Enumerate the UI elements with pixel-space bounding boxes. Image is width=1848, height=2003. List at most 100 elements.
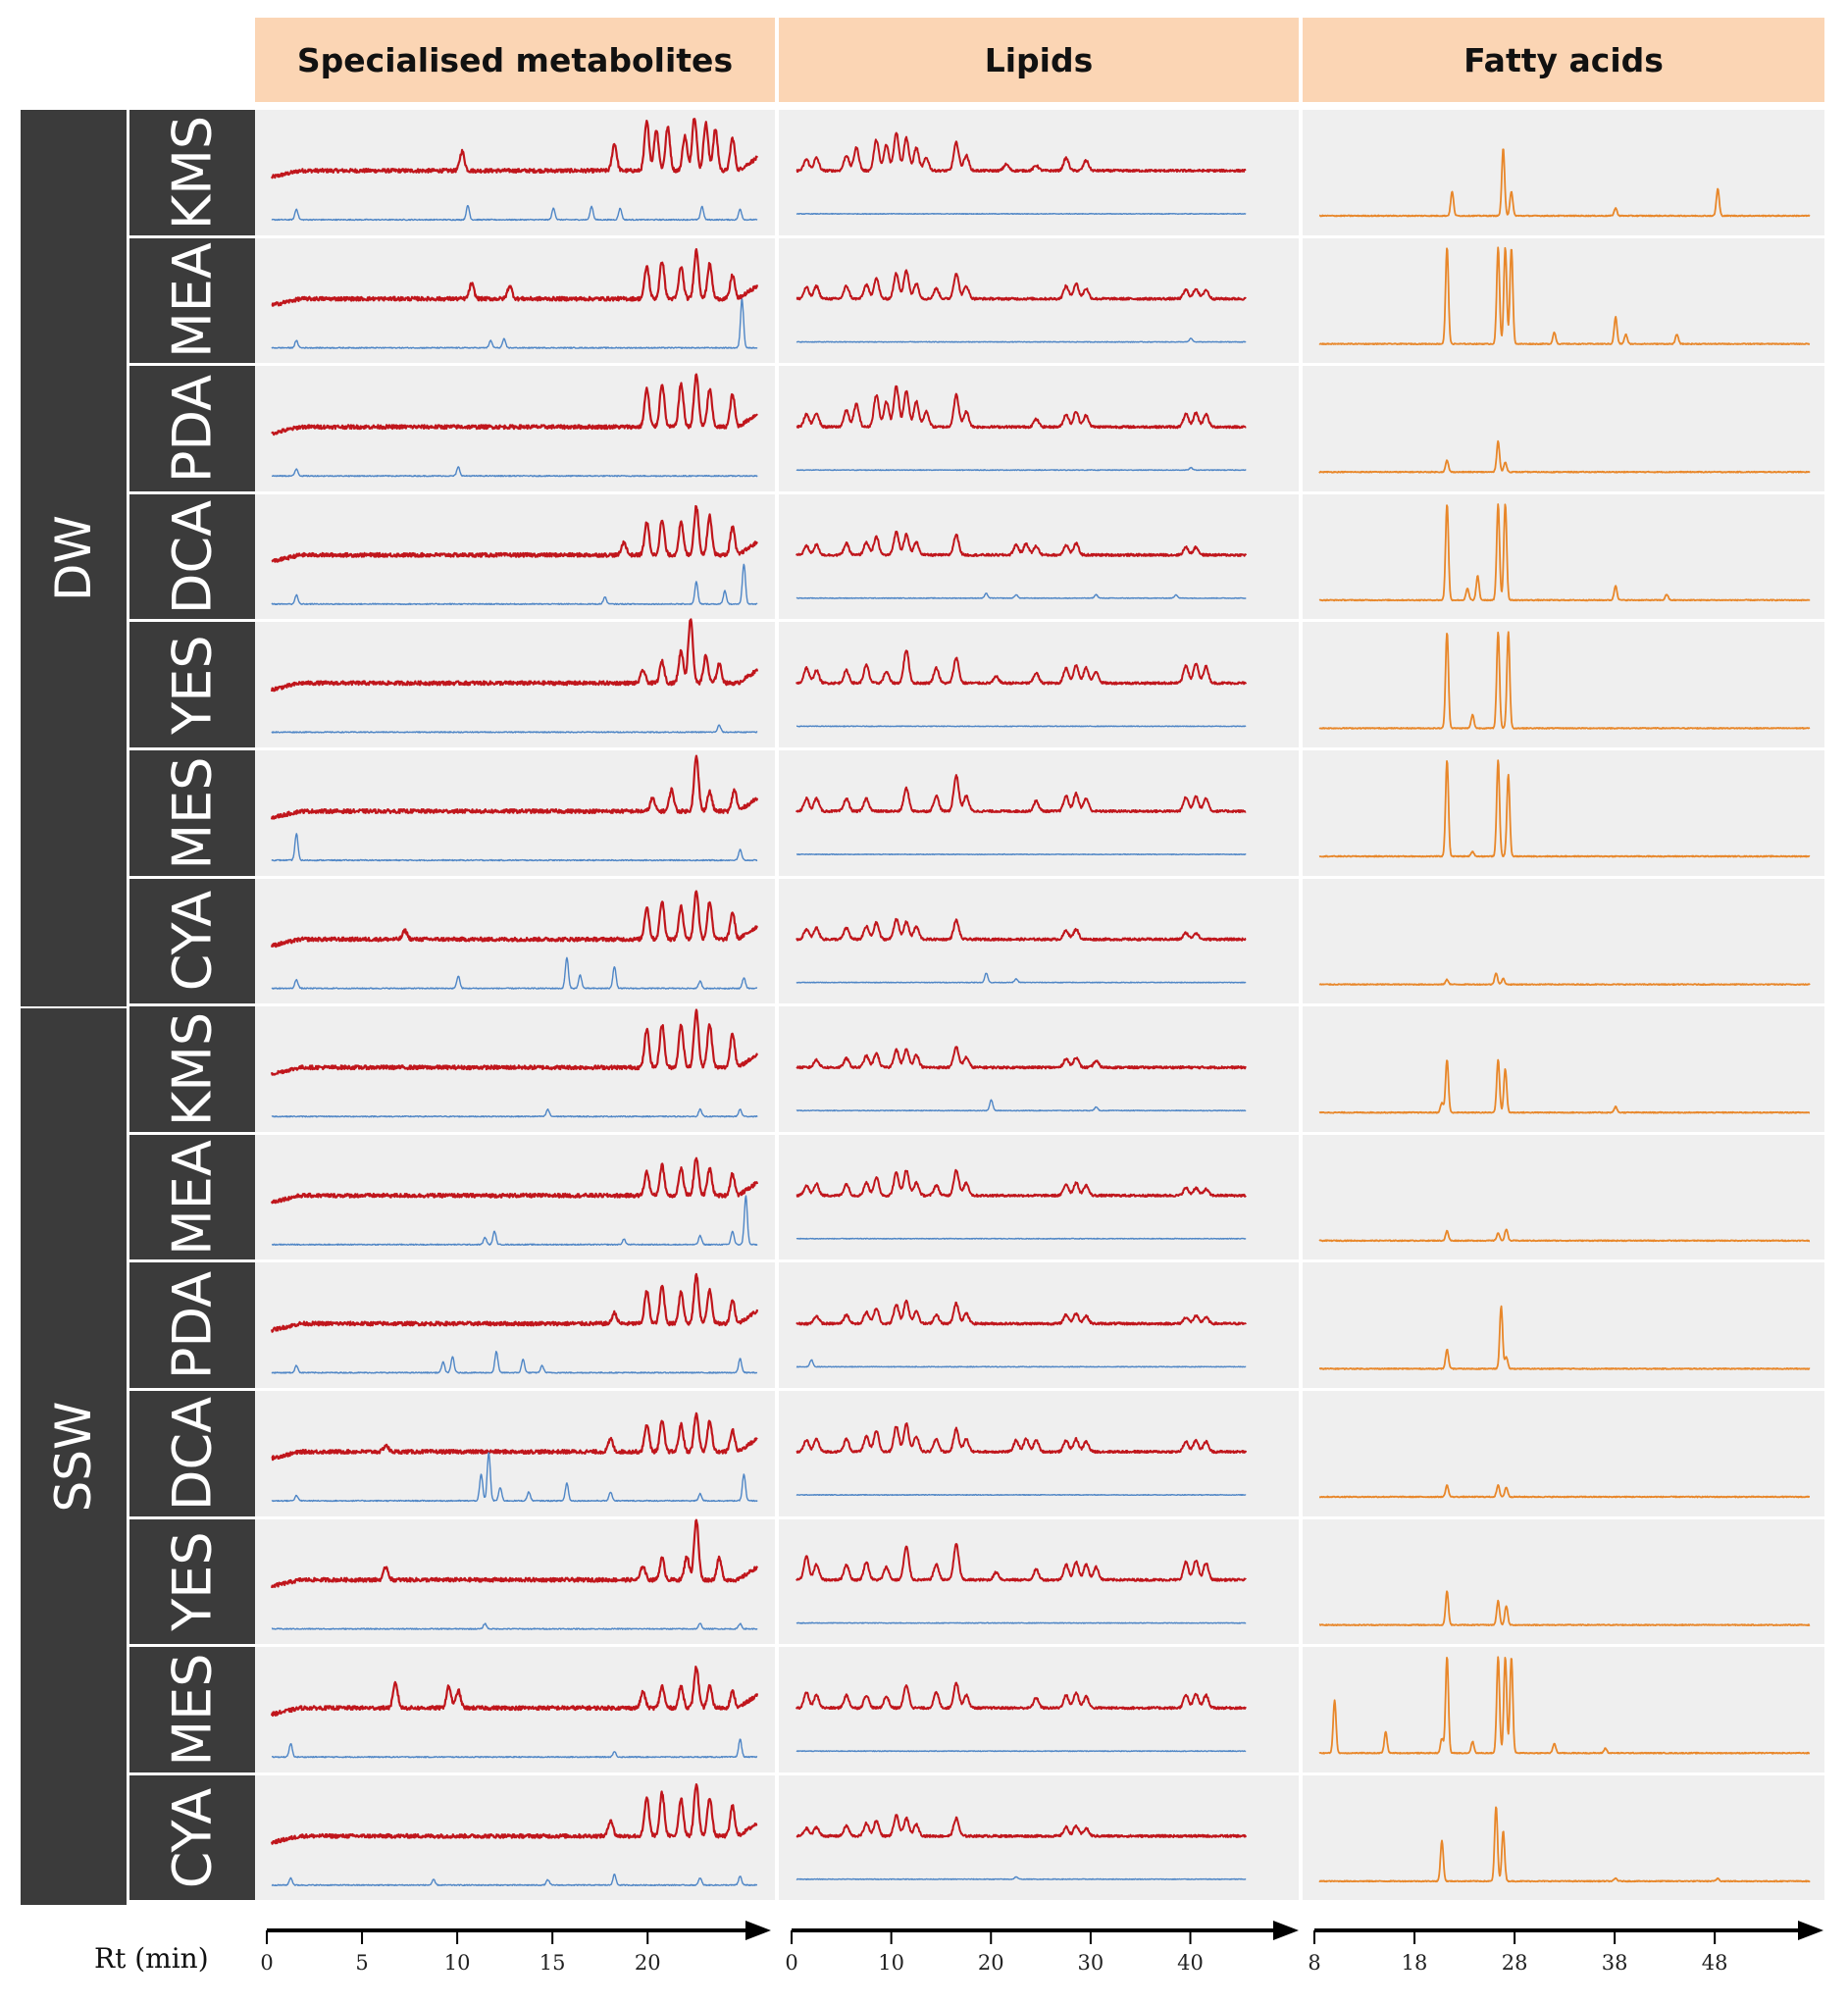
tick-label-lipids: 10 [878, 1951, 904, 1975]
panel-dw-cya-col2 [1303, 878, 1824, 1004]
lipid-trace-blue-dw-dca [796, 592, 1247, 599]
row-label-ssw-yes: YES [129, 1518, 255, 1645]
metabolite-trace-blue-dw-pda [271, 466, 758, 478]
tick-label-metabolites: 5 [355, 1951, 368, 1975]
row-label-dw-pda: PDA [129, 366, 255, 491]
fatty-acid-trace-ssw-dca [1318, 1484, 1811, 1499]
fatty-acid-trace-dw-mea [1318, 246, 1811, 345]
metabolite-trace-blue-dw-dca [271, 563, 758, 605]
metabolite-trace-blue-dw-mes [271, 833, 758, 862]
lipid-trace-blue-ssw-mea [796, 1237, 1247, 1240]
group-label-ssw: SSW [21, 1008, 127, 1905]
metabolite-trace-red-dw-cya [270, 890, 759, 949]
fatty-acid-trace-dw-cya [1318, 972, 1811, 986]
metabolite-trace-red-dw-pda [271, 373, 758, 437]
lipid-trace-red-ssw-cya [796, 1814, 1248, 1838]
row-label-ssw-cya: CYA [129, 1774, 255, 1901]
metabolite-trace-red-ssw-kms [270, 1008, 759, 1076]
metabolite-trace-blue-ssw-mea [271, 1195, 758, 1246]
metabolite-trace-red-ssw-dca [271, 1412, 758, 1462]
tick-label-fatty-acids: 18 [1402, 1951, 1428, 1975]
metabolite-trace-red-ssw-mes [270, 1666, 759, 1718]
tick-label-metabolites: 10 [444, 1951, 471, 1975]
fatty-acid-trace-ssw-mes [1318, 1656, 1811, 1755]
row-label-dw-dca: DCA [129, 493, 255, 620]
panel-dw-pda-col2 [1303, 366, 1824, 491]
lipid-trace-red-ssw-mes [796, 1681, 1247, 1711]
lipid-trace-red-dw-mes [796, 774, 1247, 814]
fatty-acid-trace-dw-yes [1318, 631, 1811, 730]
lipid-trace-red-ssw-pda [796, 1299, 1247, 1326]
metabolite-trace-blue-ssw-cya [271, 1874, 758, 1886]
tick-label-metabolites: 20 [635, 1951, 661, 1975]
lipid-trace-red-dw-cya [796, 917, 1247, 942]
metabolite-trace-red-dw-yes [270, 618, 759, 693]
lipid-trace-red-dw-kms [796, 131, 1247, 174]
lipid-trace-red-dw-pda [796, 385, 1247, 430]
tick-label-fatty-acids: 28 [1502, 1951, 1528, 1975]
fatty-acid-trace-dw-dca [1318, 503, 1811, 602]
fatty-acid-trace-ssw-pda [1318, 1305, 1811, 1370]
fatty-acid-trace-dw-mes [1318, 759, 1811, 858]
panel-ssw-cya-col2 [1303, 1774, 1824, 1901]
lipid-trace-red-dw-yes [796, 649, 1248, 686]
lipid-trace-red-ssw-yes [796, 1543, 1247, 1582]
lipid-trace-red-ssw-dca [796, 1422, 1248, 1455]
panel-dw-mes-col2 [1303, 750, 1824, 876]
panel-ssw-pda-col2 [1303, 1262, 1824, 1388]
fatty-acid-trace-ssw-yes [1318, 1590, 1811, 1626]
metabolite-trace-blue-dw-yes [271, 724, 758, 734]
axis-arrow-lipids [1273, 1921, 1299, 1940]
lipid-trace-red-ssw-mea [796, 1168, 1247, 1198]
metabolite-trace-blue-ssw-dca [271, 1452, 758, 1503]
panel-ssw-kms-col2 [1303, 1006, 1824, 1132]
metabolite-trace-red-dw-kms [271, 118, 759, 180]
row-label-dw-yes: YES [129, 622, 255, 747]
metabolite-trace-red-ssw-cya [270, 1783, 758, 1845]
lipid-trace-blue-ssw-kms [796, 1099, 1247, 1112]
tick-label-lipids: 40 [1177, 1951, 1204, 1975]
panel-ssw-mea-col2 [1303, 1134, 1824, 1260]
panel-dw-dca-col2 [1303, 493, 1824, 620]
metabolite-trace-blue-dw-kms [271, 205, 758, 222]
lipid-trace-blue-ssw-yes [796, 1621, 1247, 1624]
lipid-trace-blue-ssw-dca [796, 1493, 1247, 1497]
tick-label-lipids: 30 [1078, 1951, 1104, 1975]
fatty-acid-trace-ssw-mea [1318, 1228, 1811, 1243]
fatty-acid-trace-dw-kms [1318, 148, 1811, 218]
metabolite-trace-blue-ssw-mes [271, 1738, 758, 1759]
row-label-ssw-pda: PDA [129, 1262, 255, 1388]
metabolite-trace-red-ssw-mea [270, 1156, 759, 1205]
column-header-lipids: Lipids [779, 18, 1299, 102]
row-label-ssw-mea: MEA [129, 1134, 255, 1260]
fatty-acid-trace-ssw-kms [1318, 1058, 1811, 1114]
metabolite-trace-blue-dw-cya [271, 956, 758, 990]
row-label-dw-cya: CYA [129, 878, 255, 1004]
fatty-acid-trace-ssw-cya [1318, 1806, 1811, 1883]
tick-label-fatty-acids: 48 [1702, 1951, 1728, 1975]
lipid-trace-blue-dw-yes [796, 725, 1247, 728]
lipid-trace-red-dw-dca [796, 531, 1248, 557]
lipid-trace-red-dw-mea [796, 269, 1247, 301]
group-label-dw: DW [21, 110, 127, 1006]
column-header-specialised-metabolites: Specialised metabolites [255, 18, 775, 102]
tick-label-metabolites: 15 [539, 1951, 566, 1975]
tick-label-lipids: 0 [785, 1951, 797, 1975]
fatty-acid-trace-dw-pda [1318, 439, 1811, 474]
metabolite-trace-blue-ssw-pda [271, 1351, 758, 1374]
panel-dw-mea-col2 [1303, 237, 1824, 364]
metabolite-trace-red-dw-mes [270, 754, 759, 820]
metabolite-trace-red-ssw-pda [270, 1272, 759, 1333]
lipid-trace-blue-dw-kms [796, 212, 1247, 216]
lipid-trace-blue-ssw-cya [796, 1875, 1247, 1880]
row-label-ssw-kms: KMS [129, 1006, 255, 1132]
lipid-trace-blue-dw-cya [796, 972, 1247, 984]
axis-arrow-fatty-acids [1798, 1921, 1823, 1940]
lipid-trace-red-ssw-kms [796, 1046, 1247, 1070]
lipid-trace-blue-dw-mes [796, 852, 1247, 856]
metabolite-trace-blue-ssw-kms [271, 1107, 758, 1118]
lipid-trace-blue-ssw-mes [796, 1750, 1247, 1753]
lipid-trace-blue-dw-mea [796, 337, 1247, 343]
